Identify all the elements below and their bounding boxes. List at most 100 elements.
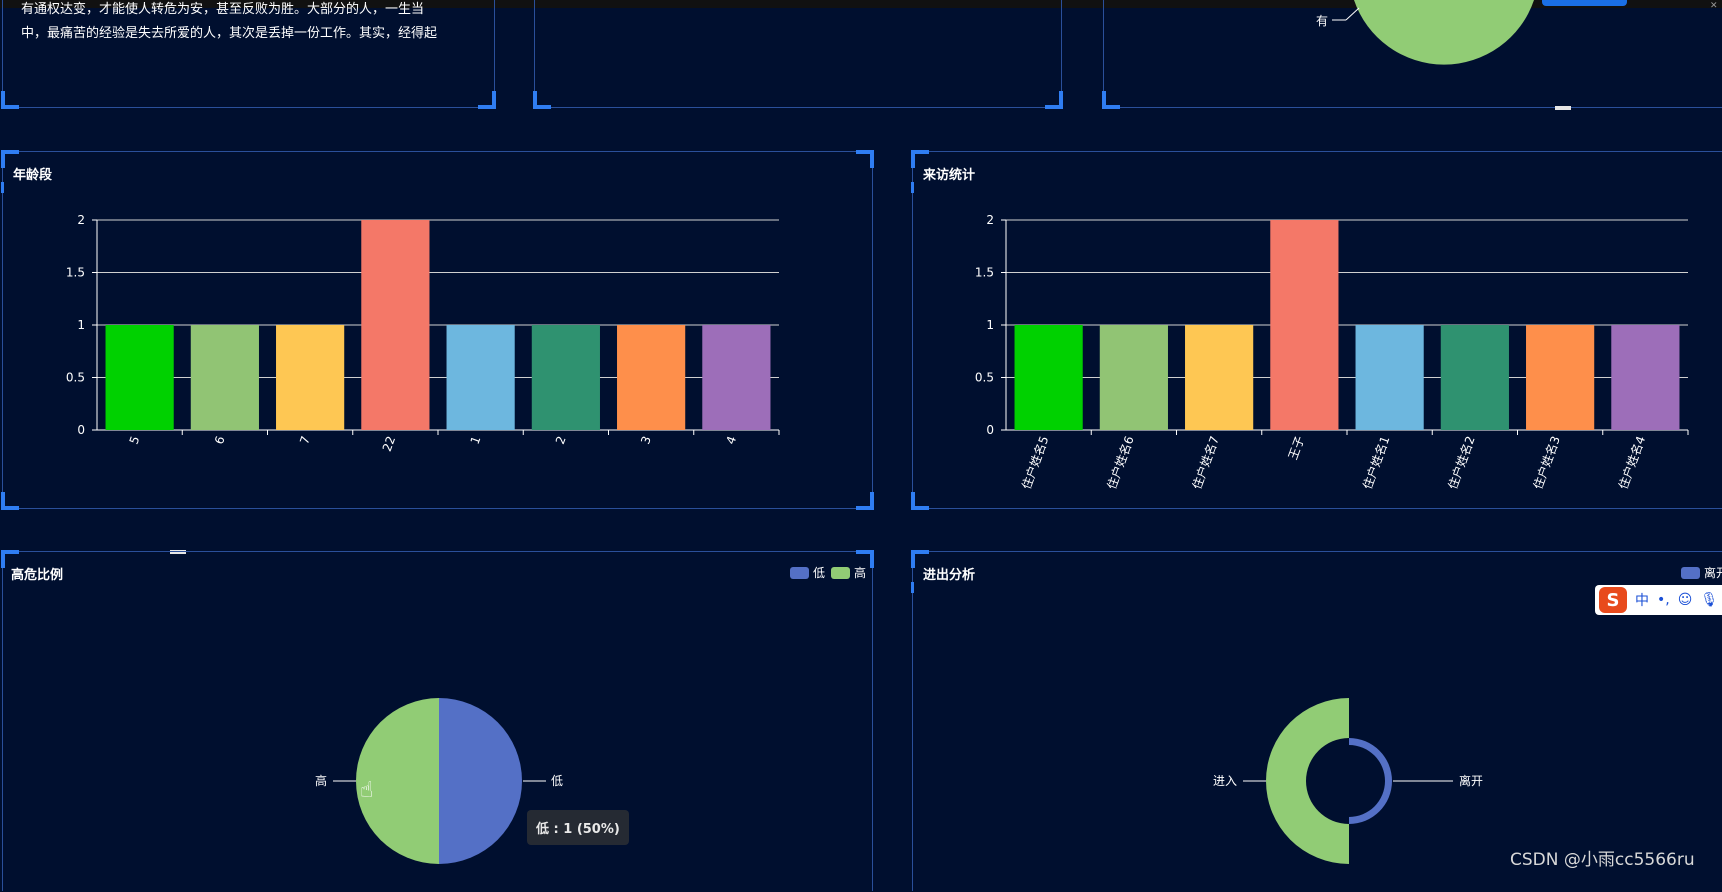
intro-text: 有通权达变，才能使人转危为安，甚至反败为胜。大部分的人，一生当 中，最痛苦的经验… bbox=[21, 0, 461, 46]
corner-decoration bbox=[1, 550, 19, 568]
age-bar bbox=[446, 325, 515, 430]
visit-panel-title: 来访统计 bbox=[923, 168, 976, 183]
ime-toolbar[interactable]: S 中 •, ☺ 🎙 bbox=[1595, 585, 1722, 615]
pie-tooltip: 低 : 1 (50%) bbox=[527, 810, 629, 845]
visit-bar bbox=[1355, 325, 1424, 430]
hand-cursor-icon: ☝ bbox=[360, 778, 374, 803]
age-ytick-label: 1.5 bbox=[66, 266, 85, 280]
scroll-indicator[interactable] bbox=[1555, 106, 1571, 110]
age-bar bbox=[617, 325, 686, 430]
age-xtick-label: 6 bbox=[212, 434, 228, 446]
sogou-logo-icon[interactable]: S bbox=[1599, 587, 1627, 613]
top-right-pie-chart: 有 bbox=[1316, 0, 1534, 65]
inout-label-leave: 离开 bbox=[1459, 773, 1483, 788]
legend-swatch-low bbox=[789, 566, 809, 579]
visit-xtick-label: 住户姓名7 bbox=[1189, 434, 1222, 491]
intro-panel: 有通权达变，才能使人转危为安，甚至反败为胜。大部分的人，一生当 中，最痛苦的经验… bbox=[1, 0, 496, 109]
corner-decoration bbox=[911, 492, 929, 510]
age-xtick-label: 4 bbox=[723, 434, 739, 446]
age-xtick-label: 3 bbox=[638, 434, 654, 446]
intro-line-2: 中，最痛苦的经验是失去所爱的人，其次是丢掉一份工作。其实，经得起 bbox=[21, 26, 438, 41]
visit-ytick-label: 1.5 bbox=[975, 266, 994, 280]
age-ytick-label: 1 bbox=[77, 318, 85, 332]
ime-mode-toggle[interactable]: 中 bbox=[1635, 593, 1649, 609]
age-bar bbox=[190, 325, 259, 430]
risk-pie-slice-high bbox=[356, 698, 439, 864]
inout-legend[interactable]: 离开 bbox=[1680, 564, 1722, 581]
age-bar bbox=[702, 325, 771, 430]
age-xtick-label: 2 bbox=[553, 434, 569, 446]
age-bar bbox=[531, 325, 600, 430]
corner-decoration bbox=[856, 550, 874, 568]
corner-decoration bbox=[911, 150, 929, 168]
smile-icon[interactable]: ☺ bbox=[1677, 592, 1693, 608]
age-bar bbox=[361, 220, 430, 430]
visit-panel: 来访统计 0 0.5 1 1.5 2 住户姓名5 住户姓名6 住户姓名7 王子 住户姓名1 住户姓名… bbox=[911, 150, 1722, 510]
inout-rose-chart[interactable]: 离开 进入 bbox=[913, 552, 1722, 892]
age-panel-title: 年龄段 bbox=[13, 168, 53, 183]
top-right-panel: 有 bbox=[1102, 0, 1722, 109]
inout-slice-leave bbox=[1349, 738, 1392, 824]
visit-xtick-label: 住户姓名4 bbox=[1615, 434, 1648, 491]
risk-panel-title: 高危比例 bbox=[11, 568, 64, 583]
visit-xtick-label: 住户姓名3 bbox=[1530, 434, 1563, 491]
age-bar bbox=[276, 325, 345, 430]
age-panel: 年龄段 0 0.5 1 1.5 2 5 6 7 22 1 2 3 4 bbox=[1, 150, 874, 510]
legend-item-leave[interactable]: 离开 bbox=[1680, 564, 1722, 581]
mic-icon[interactable]: 🎙 bbox=[1700, 592, 1719, 608]
risk-panel: 高危比例 低 高 低 高 bbox=[1, 550, 874, 892]
close-icon[interactable]: ✕ bbox=[1710, 1, 1718, 11]
top-right-pie-slice bbox=[1354, 0, 1534, 65]
legend-swatch-high bbox=[830, 566, 850, 579]
age-xtick-label: 5 bbox=[127, 434, 143, 446]
inout-panel-title: 进出分析 bbox=[923, 568, 976, 583]
age-bar-chart: 0 0.5 1 1.5 2 5 6 7 22 1 2 3 4 bbox=[66, 213, 780, 453]
side-marker bbox=[911, 182, 914, 193]
risk-pie-chart[interactable]: 低 高 bbox=[3, 552, 874, 892]
visit-ytick-label: 2 bbox=[986, 213, 994, 227]
visit-bar bbox=[1270, 220, 1339, 430]
side-marker bbox=[1, 182, 4, 193]
age-bar bbox=[105, 325, 174, 430]
top-right-pie-leader-2 bbox=[1345, 7, 1360, 21]
visit-bar bbox=[1611, 325, 1680, 430]
age-ytick-label: 0.5 bbox=[66, 371, 85, 385]
visit-ytick-label: 1 bbox=[986, 318, 994, 332]
age-ytick-label: 0 bbox=[77, 423, 85, 437]
age-xtick-label: 7 bbox=[297, 434, 313, 446]
legend-item-low[interactable]: 低 bbox=[789, 564, 825, 581]
visit-ytick-label: 0 bbox=[986, 423, 994, 437]
visit-ytick-label: 0.5 bbox=[975, 371, 994, 385]
inout-label-enter: 进入 bbox=[1213, 774, 1237, 788]
visit-xtick-label: 住户姓名1 bbox=[1359, 434, 1392, 491]
inout-panel: 进出分析 离开 离开 进入 bbox=[911, 550, 1722, 892]
risk-legend[interactable]: 低 高 bbox=[789, 564, 866, 581]
ime-punct-toggle[interactable]: •, bbox=[1657, 592, 1670, 608]
side-marker bbox=[911, 582, 914, 593]
window-top-bar bbox=[0, 0, 1722, 8]
watermark: CSDN @小雨cc5566ru bbox=[1510, 850, 1695, 870]
scroll-indicator[interactable] bbox=[170, 550, 186, 554]
visit-xtick-label: 王子 bbox=[1286, 434, 1307, 461]
age-xtick-label: 1 bbox=[468, 434, 484, 446]
risk-label-high: 高 bbox=[315, 773, 327, 788]
corner-decoration bbox=[1, 150, 19, 168]
top-tab-pill[interactable] bbox=[1542, 0, 1627, 6]
legend-label-high: 高 bbox=[853, 566, 866, 580]
corner-decoration bbox=[478, 91, 496, 109]
legend-label-low: 低 bbox=[812, 566, 825, 580]
legend-item-high[interactable]: 高 bbox=[830, 564, 866, 581]
corner-decoration bbox=[911, 550, 929, 568]
legend-label-leave: 离开 bbox=[1703, 566, 1722, 580]
top-right-pie-label: 有 bbox=[1316, 14, 1328, 28]
age-xtick-label: 22 bbox=[380, 434, 398, 453]
visit-xtick-label: 住户姓名6 bbox=[1104, 434, 1137, 491]
visit-bar bbox=[1014, 325, 1083, 430]
legend-swatch-leave bbox=[1680, 566, 1700, 579]
visit-xtick-label: 住户姓名5 bbox=[1018, 434, 1051, 491]
inout-slice-enter bbox=[1266, 698, 1349, 864]
corner-decoration bbox=[856, 150, 874, 168]
top-middle-panel bbox=[533, 0, 1063, 109]
intro-line-1: 有通权达变，才能使人转危为安，甚至反败为胜。大部分的人，一生当 bbox=[21, 2, 425, 17]
age-ytick-label: 2 bbox=[77, 213, 85, 227]
